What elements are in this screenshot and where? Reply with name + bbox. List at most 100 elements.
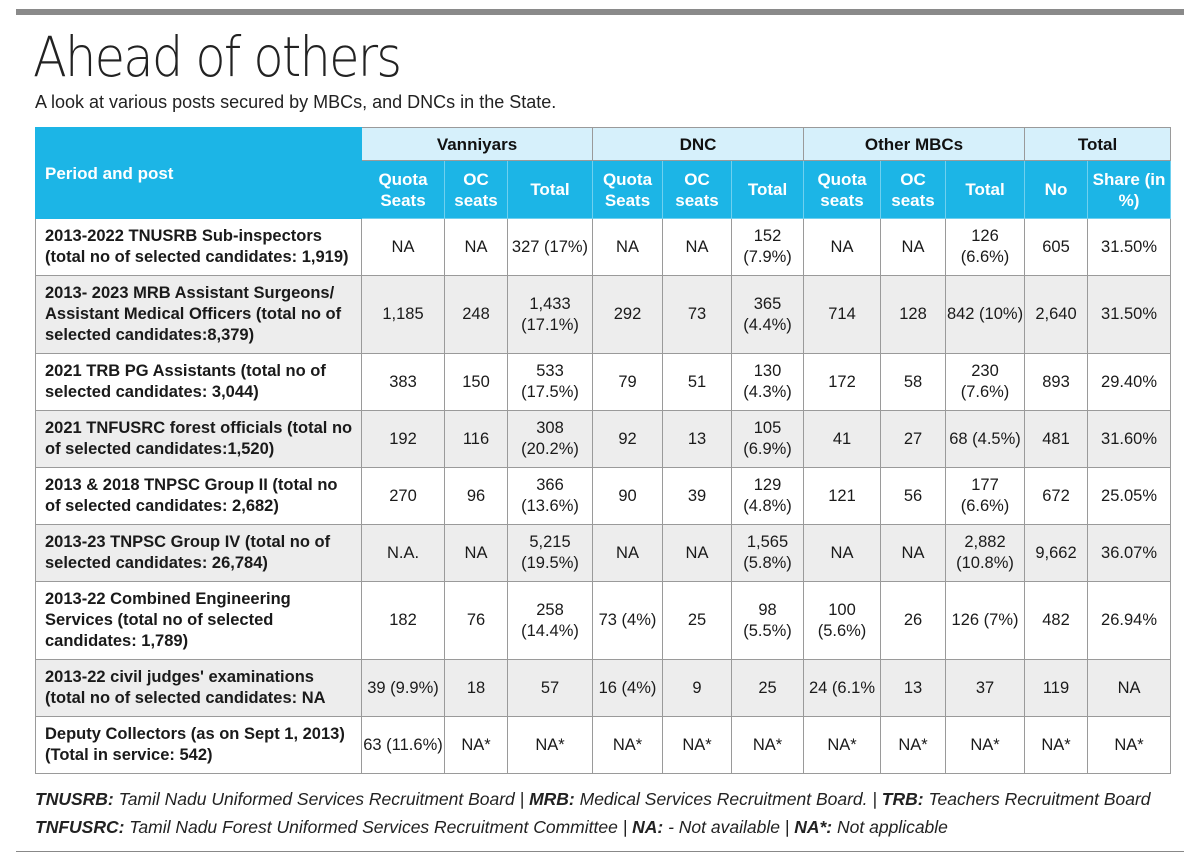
table-cell: 100 (5.6%) [803,581,882,660]
table-cell: 119 [1024,659,1089,717]
footnote-line-1: TNUSRB: Tamil Nadu Uniformed Services Re… [35,789,1175,810]
table-cell: 27 [880,410,947,468]
bottom-rule [16,851,1184,852]
table-cell: 39 (9.9%) [361,659,445,717]
table-cell: 25 [730,659,805,717]
period-post-cell: 2013-23 TNPSC Group IV (total no of sele… [35,524,362,582]
table-cell: 248 [444,275,508,354]
subcolumn-header: Total [945,160,1026,219]
footnote-definition: Medical Services Recruitment Board. | [574,789,882,809]
table-cell: 1,185 [361,275,445,354]
period-post-cell: 2013-22 Combined Engineering Services (t… [35,581,362,660]
table-cell: 365 (4.4%) [730,275,805,354]
table-cell: NA [880,524,947,582]
subcolumn-header: Total [730,160,805,219]
table-cell: 41 [803,410,882,468]
table-cell: NA* [1024,716,1089,774]
footnote-definition: Teachers Recruitment Board [923,789,1151,809]
footnote-definition: Not applicable [832,817,948,837]
table-cell: NA* [945,716,1026,774]
table-cell: 96 [444,467,508,525]
table-cell: 76 [444,581,508,660]
table-cell: 128 [880,275,947,354]
table-cell: NA [803,218,882,276]
table-row: 2013-22 civil judges' examinations (tota… [35,659,1172,717]
table-cell: 842 (10%) [945,275,1026,354]
table-cell: 58 [880,353,947,411]
table-cell: 150 [444,353,508,411]
subcolumn-header: Quota Seats [592,160,663,219]
table-cell: 24 (6.1% [803,659,882,717]
period-post-cell: 2013-2022 TNUSRB Sub-inspectors (total n… [35,218,362,276]
table-cell: 121 [803,467,882,525]
table-cell: NA [444,524,508,582]
table-cell: 605 [1024,218,1089,276]
subcolumn-header: No [1024,160,1089,219]
table-cell: 177 (6.6%) [945,467,1026,525]
sub-header-row: Quota Seats OC seats Total Quota Seats OC se… [36,160,1172,219]
table-cell: 893 [1024,353,1089,411]
table-cell: 1,565 (5.8%) [730,524,805,582]
table-cell: 366 (13.6%) [507,467,593,525]
top-rule [16,9,1184,15]
table-cell: 73 [662,275,732,354]
table-cell: 56 [880,467,947,525]
subcolumn-header: Share (in %) [1087,160,1172,219]
table-cell: 13 [662,410,732,468]
table-cell: 327 (17%) [507,218,593,276]
table-cell: 130 (4.3%) [730,353,805,411]
table-cell: 533 (17.5%) [507,353,593,411]
table-cell: 2,640 [1024,275,1089,354]
table-cell: NA* [803,716,882,774]
page-title: Ahead of others [33,25,402,89]
table-cell: 172 [803,353,882,411]
table-cell: NA* [1087,716,1172,774]
table-row: 2013-22 Combined Engineering Services (t… [35,581,1172,660]
table-cell: 270 [361,467,445,525]
table-cell: NA* [507,716,593,774]
table-cell: 31.50% [1087,275,1172,354]
group-header-dnc: DNC [591,127,805,161]
subcolumn-header: Quota Seats [361,160,445,219]
subcolumn-header: OC seats [880,160,947,219]
table-cell: 31.50% [1087,218,1172,276]
table-cell: 37 [945,659,1026,717]
table-cell: 16 (4%) [592,659,663,717]
footnote-abbreviation: TNFUSRC: [35,817,125,837]
table-cell: 18 [444,659,508,717]
table-cell: NA* [592,716,663,774]
table-cell: 13 [880,659,947,717]
table-cell: 90 [592,467,663,525]
table-cell: 29.40% [1087,353,1172,411]
table-cell: 26 [880,581,947,660]
subcolumn-header: OC seats [662,160,732,219]
footnote-abbreviation: NA*: [794,817,833,837]
group-header-total: Total [1024,127,1172,161]
table-cell: 481 [1024,410,1089,468]
table-cell: 2,882 (10.8%) [945,524,1026,582]
table-cell: 5,215 (19.5%) [507,524,593,582]
footnote-abbreviation: TRB: [881,789,924,809]
period-post-cell: Deputy Collectors (as on Sept 1, 2013) (… [35,716,362,774]
table-cell: 105 (6.9%) [730,410,805,468]
table-row: 2021 TRB PG Assistants (total no of sele… [35,353,1172,411]
table-cell: 182 [361,581,445,660]
table-cell: 51 [662,353,732,411]
table-cell: 98 (5.5%) [730,581,805,660]
table-cell: N.A. [361,524,445,582]
period-post-cell: 2013- 2023 MRB Assistant Surgeons/ Assis… [35,275,362,354]
table-cell: 482 [1024,581,1089,660]
group-header-vanniyars: Vanniyars [361,127,593,161]
table-cell: 152 (7.9%) [730,218,805,276]
period-post-cell: 2021 TNFUSRC forest officials (total no … [35,410,362,468]
table-row: Deputy Collectors (as on Sept 1, 2013) (… [35,716,1172,774]
table-cell: 126 (6.6%) [945,218,1026,276]
table-cell: NA* [880,716,947,774]
period-post-cell: 2021 TRB PG Assistants (total no of sele… [35,353,362,411]
table-row: 2013-2022 TNUSRB Sub-inspectors (total n… [35,218,1172,276]
table-row: 2013- 2023 MRB Assistant Surgeons/ Assis… [35,275,1172,354]
table-cell: 258 (14.4%) [507,581,593,660]
table-cell: 31.60% [1087,410,1172,468]
table-cell: NA [803,524,882,582]
footnote-definition: Tamil Nadu Forest Uniformed Services Rec… [124,817,633,837]
